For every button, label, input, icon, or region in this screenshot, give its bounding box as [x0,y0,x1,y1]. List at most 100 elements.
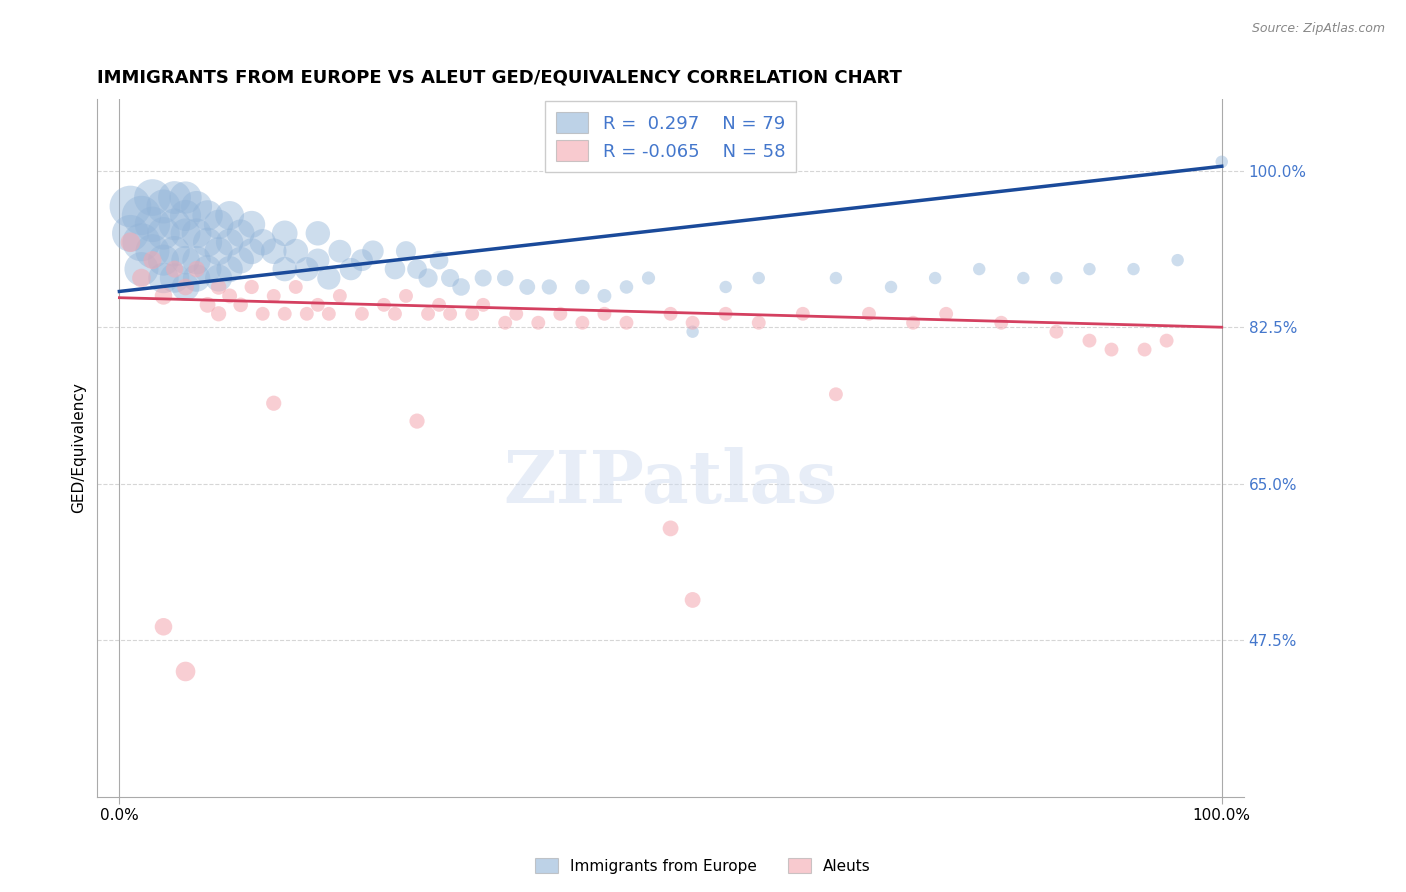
Point [538,280,561,294]
Point [197,262,219,277]
Point [141,253,163,268]
Point [1078,262,1101,277]
Point [240,244,263,259]
Point [207,218,229,232]
Point [714,307,737,321]
Point [1133,343,1156,357]
Point [373,298,395,312]
Point [240,218,263,232]
Point [141,218,163,232]
Point [263,396,285,410]
Point [229,227,252,241]
Point [406,262,429,277]
Point [318,307,340,321]
Point [263,289,285,303]
Point [714,280,737,294]
Point [284,280,307,294]
Point [307,298,329,312]
Point [858,307,880,321]
Point [616,280,638,294]
Legend: R =  0.297    N = 79, R = -0.065    N = 58: R = 0.297 N = 79, R = -0.065 N = 58 [546,101,796,172]
Point [120,235,142,250]
Point [174,209,197,223]
Point [263,244,285,259]
Point [406,414,429,428]
Point [516,280,538,294]
Point [494,271,516,285]
Point [218,209,240,223]
Point [550,307,572,321]
Point [395,244,418,259]
Point [1167,253,1189,268]
Text: Source: ZipAtlas.com: Source: ZipAtlas.com [1251,22,1385,36]
Point [186,271,208,285]
Point [163,190,186,204]
Text: ZIPatlas: ZIPatlas [503,447,838,518]
Point [218,289,240,303]
Point [174,253,197,268]
Point [1078,334,1101,348]
Point [295,307,318,321]
Point [174,665,197,679]
Point [229,253,252,268]
Point [593,307,616,321]
Point [186,199,208,213]
Point [571,316,593,330]
Point [416,271,439,285]
Point [748,316,770,330]
Point [141,244,163,259]
Point [163,262,186,277]
Point [207,244,229,259]
Point [1101,343,1123,357]
Point [1211,154,1233,169]
Point [174,190,197,204]
Point [901,316,924,330]
Point [174,280,197,294]
Point [131,209,153,223]
Point [186,253,208,268]
Point [384,262,406,277]
Point [318,271,340,285]
Point [329,289,352,303]
Point [274,307,297,321]
Point [174,280,197,294]
Point [274,262,297,277]
Point [416,307,439,321]
Point [218,235,240,250]
Point [131,262,153,277]
Point [1122,262,1144,277]
Point [472,271,495,285]
Point [361,244,384,259]
Point [659,307,682,321]
Point [505,307,527,321]
Point [967,262,990,277]
Point [792,307,814,321]
Y-axis label: GED/Equivalency: GED/Equivalency [72,383,86,514]
Point [174,227,197,241]
Point [197,298,219,312]
Point [825,387,848,401]
Point [207,271,229,285]
Point [527,316,550,330]
Point [637,271,659,285]
Point [439,307,461,321]
Point [461,307,484,321]
Point [494,316,516,330]
Point [163,244,186,259]
Point [825,271,848,285]
Point [252,235,274,250]
Point [439,271,461,285]
Point [427,253,450,268]
Point [1156,334,1178,348]
Point [207,307,229,321]
Point [152,620,174,634]
Point [350,307,373,321]
Point [329,244,352,259]
Point [384,307,406,321]
Point [131,271,153,285]
Point [924,271,946,285]
Point [207,280,229,294]
Point [935,307,957,321]
Point [682,316,704,330]
Point [682,593,704,607]
